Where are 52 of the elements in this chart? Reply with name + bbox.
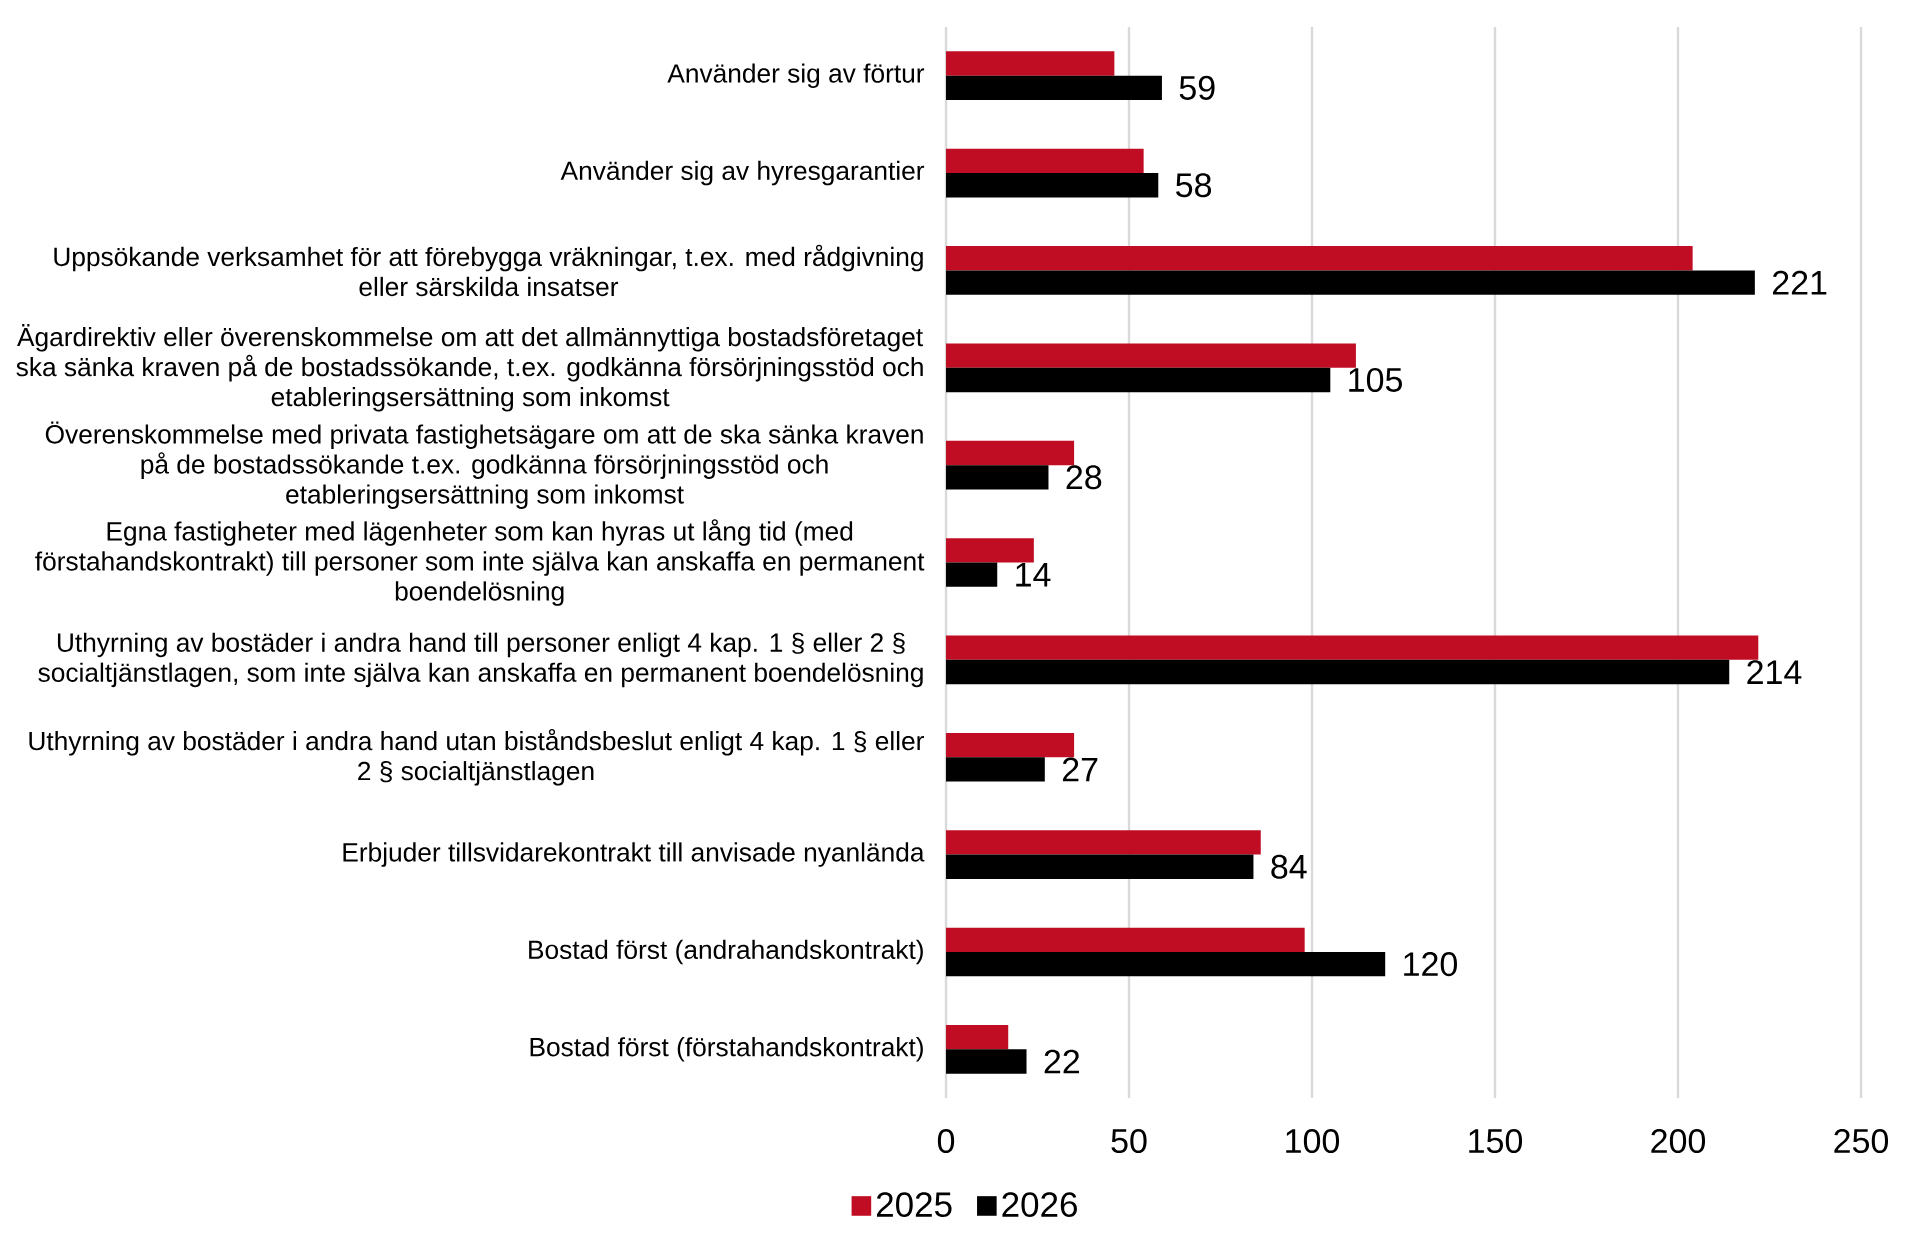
- legend-label: 2025: [876, 1192, 952, 1218]
- bar: [946, 367, 1331, 393]
- data-label: 221: [1772, 270, 1827, 295]
- data-label: 14: [1016, 562, 1051, 587]
- bar: [946, 343, 1356, 368]
- bar: [946, 951, 1386, 977]
- y-tick-label: Uthyrning av bostäder i andra hand utan biståndsbeslut enligt 4 kap. 1 § eller 2 § socialtjänstlagen: [29, 728, 924, 786]
- bar: [946, 562, 998, 587]
- bar: [946, 148, 1144, 174]
- bar: [946, 538, 1034, 563]
- y-tick-label: Ägardirektiv eller överenskommelse om att det allmännyttiga bostadsföretaget ska sänka kraven på de bostadssökande, t.ex. godkänna försörjningsstöd och etableringsersättning som inkomst: [16, 324, 923, 412]
- legend-label: 2026: [1002, 1192, 1077, 1218]
- y-tick-label: Uppsökande verksamhet för att förebygga vräkningar, t.ex. med rådgivning eller särskilda insatser: [54, 244, 923, 297]
- data-label: 22: [1044, 1049, 1080, 1074]
- data-label: 27: [1062, 757, 1098, 782]
- bar: [946, 270, 1755, 295]
- bar: [946, 732, 1075, 758]
- data-label: 59: [1179, 75, 1215, 100]
- x-tick-label: 100: [1286, 1128, 1340, 1154]
- y-tick-label: Erbjuder tillsvidarekontrakt till anvisade nyanlända: [343, 842, 925, 867]
- data-label: 120: [1404, 952, 1458, 977]
- data-label: 28: [1066, 465, 1102, 490]
- y-tick-label: Använder sig av förtur: [667, 63, 925, 88]
- x-tick-label: 50: [1111, 1128, 1147, 1154]
- y-tick-label: Använder sig av hyresgarantier: [560, 160, 925, 186]
- bar: [946, 440, 1075, 466]
- data-label: 214: [1747, 660, 1802, 684]
- bar: [946, 830, 1261, 855]
- x-tick-label: 250: [1834, 1128, 1889, 1154]
- bar: [946, 75, 1162, 101]
- x-tick-label: 150: [1469, 1128, 1523, 1154]
- bar: [946, 1049, 1027, 1074]
- y-tick-label: Egna fastigheter med lägenheter som kan hyras ut lång tid (med förstahandskontrakt) till personer som inte själva kan anskaffa en permanent boendelösning: [35, 519, 925, 606]
- bar: [946, 173, 1159, 198]
- y-tick-label: Bostad först (andrahandskontrakt): [529, 939, 923, 965]
- x-tick-label: 200: [1651, 1128, 1706, 1154]
- bar: [946, 659, 1730, 685]
- bar: [946, 854, 1254, 879]
- bar: [946, 635, 1759, 660]
- bar: [946, 51, 1115, 76]
- bar: [946, 757, 1045, 782]
- data-label: 105: [1349, 367, 1402, 392]
- y-tick-label: Uthyrning av bostäder i andra hand till personer enligt 4 kap. 1 § eller 2 § socialtjänstlagen, som inte själva kan anskaffa en permanent boendelösning: [38, 632, 923, 688]
- x-tick-label: 0: [937, 1128, 955, 1154]
- y-tick-label: Bostad först (förstahandskontrakt): [530, 1037, 923, 1062]
- bar: [946, 927, 1305, 952]
- bar: [946, 465, 1049, 490]
- bar: [946, 246, 1693, 271]
- data-label: 58: [1176, 173, 1212, 198]
- data-label: 84: [1271, 854, 1307, 879]
- bar: [946, 1024, 1009, 1050]
- y-tick-label: Överenskommelse med privata fastighetsägare om att de ska sänka kraven på de bostadssökande t.ex. godkänna försörjningsstöd och etableringsersättning som inkomst: [45, 421, 923, 509]
